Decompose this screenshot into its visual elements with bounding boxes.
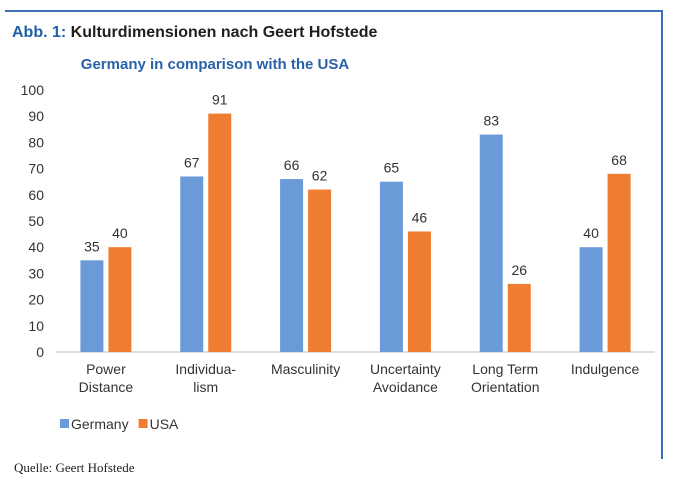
chart-title: Germany in comparison with the USA: [80, 56, 350, 73]
figure-title-text: Kulturdimensionen nach Geert Hofstede: [70, 24, 378, 41]
data-label: 26: [511, 262, 527, 278]
bar-germany: [579, 247, 603, 352]
bar-usa: [607, 173, 631, 352]
x-tick-label: Power: [86, 361, 126, 377]
bar-usa: [308, 189, 332, 352]
y-tick-label: 10: [28, 318, 44, 334]
y-tick-label: 50: [28, 213, 44, 229]
legend-swatch-germany: [60, 419, 69, 428]
x-tick-label: Individua-: [175, 361, 236, 377]
data-label: 40: [583, 225, 599, 241]
y-tick-label: 90: [28, 108, 44, 124]
figure-number: Abb. 1:: [12, 24, 67, 41]
data-label: 67: [184, 154, 200, 170]
y-tick-label: 60: [28, 187, 44, 203]
x-tick-label: Avoidance: [373, 379, 438, 395]
bar-germany: [80, 260, 104, 352]
y-tick-label: 0: [36, 344, 44, 360]
y-tick-label: 20: [28, 292, 44, 308]
data-label: 65: [384, 160, 400, 176]
data-label: 68: [611, 152, 627, 168]
x-tick-label: Distance: [79, 379, 134, 395]
bar-usa: [407, 231, 431, 352]
x-tick-label: Indulgence: [571, 361, 640, 377]
y-tick-label: 80: [28, 134, 44, 150]
data-label: 62: [312, 168, 328, 184]
y-tick-label: 70: [28, 161, 44, 177]
bar-germany: [180, 176, 204, 352]
data-label: 83: [483, 113, 499, 129]
bar-usa: [507, 283, 531, 352]
x-tick-label: Long Term: [472, 361, 538, 377]
bar-germany: [280, 179, 304, 352]
data-label: 35: [84, 238, 100, 254]
y-tick-label: 100: [21, 82, 45, 98]
data-label: 40: [112, 225, 128, 241]
legend-label-germany: Germany: [71, 416, 129, 432]
bar-usa: [108, 247, 132, 352]
bar-germany: [479, 134, 503, 352]
legend-swatch-usa: [138, 419, 148, 428]
data-label: 66: [284, 157, 300, 173]
data-label: 91: [212, 92, 228, 108]
bar-germany: [379, 181, 403, 352]
figure-title: Abb. 1: Kulturdimensionen nach Geert Hof…: [12, 24, 377, 42]
x-tick-label: Uncertainty: [370, 361, 441, 377]
data-label: 46: [412, 209, 428, 225]
x-tick-label: lism: [193, 379, 218, 395]
y-tick-label: 30: [28, 265, 44, 281]
legend-label-usa: USA: [150, 416, 179, 432]
x-tick-label: Masculinity: [271, 361, 340, 377]
y-tick-label: 40: [28, 239, 44, 255]
x-tick-label: Orientation: [471, 379, 539, 395]
source-note: Quelle: Geert Hofstede: [14, 460, 135, 475]
bar-usa: [208, 113, 232, 352]
figure-frame: [5, 10, 663, 459]
